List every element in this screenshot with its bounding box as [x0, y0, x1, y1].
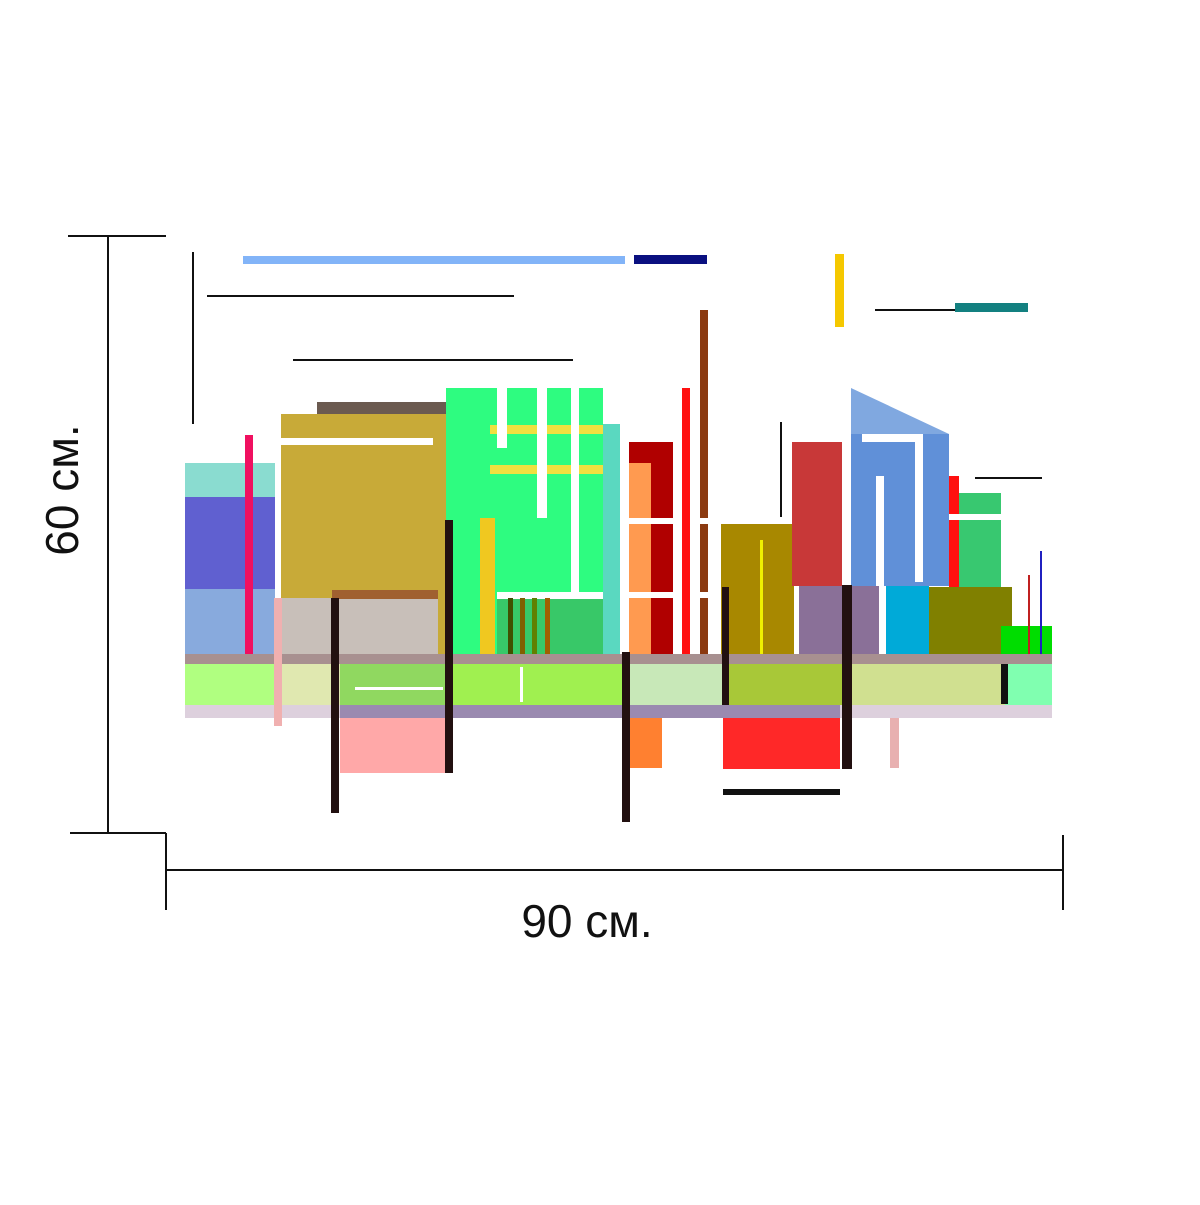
artwork	[185, 252, 1052, 822]
width-label: 90 см.	[521, 895, 652, 947]
dimension-lines	[68, 235, 1064, 910]
height-label: 60 см.	[36, 424, 88, 555]
